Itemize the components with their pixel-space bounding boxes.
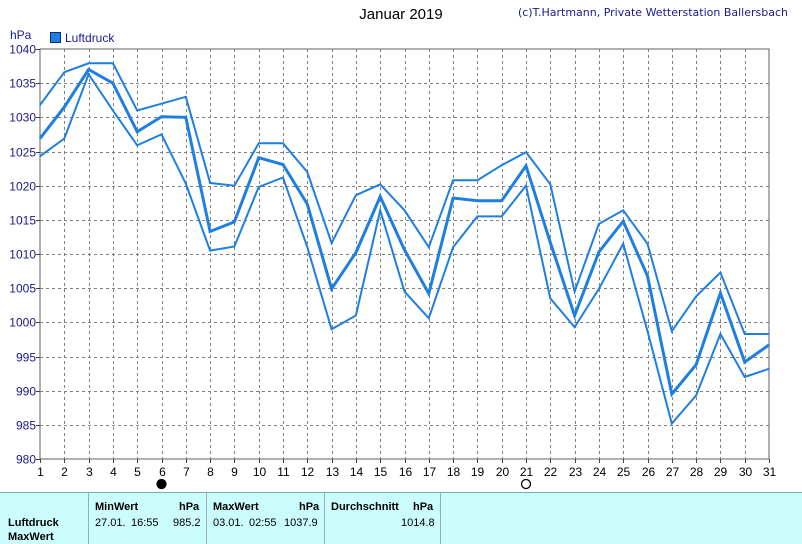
x-tick-label: 6 xyxy=(159,465,166,479)
x-tick-label: 16 xyxy=(399,465,413,479)
chart-title: Januar 2019 xyxy=(359,6,443,23)
y-tick-label: 980 xyxy=(16,453,36,467)
y-tick-label: 1005 xyxy=(9,282,36,296)
row-label: Luftdruck xyxy=(8,517,59,529)
series-line-mean xyxy=(38,67,770,398)
y-tick-label: 1040 xyxy=(9,43,36,57)
x-tick-label: 18 xyxy=(447,465,461,479)
x-tick-label: 19 xyxy=(471,465,485,479)
legend-label: Luftdruck xyxy=(65,31,115,45)
max-header: MaxWert xyxy=(213,501,259,513)
legend-swatch xyxy=(50,32,61,43)
stats-table: MinWert hPa MaxWert hPa Durchschnitt hPa… xyxy=(0,492,802,544)
max-value: 1037.9 xyxy=(284,517,318,529)
x-tick-label: 21 xyxy=(520,465,534,479)
min-time: 16:55 xyxy=(131,517,159,529)
y-axis-unit: hPa xyxy=(10,28,32,42)
y-tick-label: 1025 xyxy=(9,146,36,160)
x-tick-label: 3 xyxy=(86,465,93,479)
x-tick-label: 27 xyxy=(666,465,680,479)
series-line-min xyxy=(39,72,770,426)
new-moon-icon xyxy=(156,478,167,490)
credit-text: (c)T.Hartmann, Private Wetterstation Bal… xyxy=(517,6,788,19)
x-tick-label: 31 xyxy=(763,465,777,479)
x-tick-label: 7 xyxy=(183,465,190,479)
x-tick-label: 4 xyxy=(110,465,117,479)
x-tick-label: 17 xyxy=(423,465,437,479)
y-tick-label: 990 xyxy=(16,385,36,399)
x-tick-label: 20 xyxy=(496,465,510,479)
x-tick-label: 2 xyxy=(61,465,68,479)
x-tick-label: 23 xyxy=(569,465,583,479)
full-moon-icon xyxy=(520,478,532,490)
x-tick-label: 9 xyxy=(231,465,238,479)
x-tick-label: 29 xyxy=(714,465,728,479)
y-tick-label: 1035 xyxy=(9,77,36,91)
y-tick-label: 995 xyxy=(16,351,36,365)
legend: Luftdruck xyxy=(50,31,114,45)
min-header: MinWert xyxy=(95,501,139,513)
x-tick-label: 28 xyxy=(690,465,704,479)
x-tick-label: 26 xyxy=(642,465,656,479)
x-tick-label: 11 xyxy=(277,465,290,479)
y-tick-label: 1015 xyxy=(9,214,36,228)
avg-unit: hPa xyxy=(413,501,434,513)
y-tick-label: 985 xyxy=(16,419,36,433)
x-tick-label: 22 xyxy=(544,465,558,479)
max-time: 02:55 xyxy=(249,517,277,529)
max-unit: hPa xyxy=(299,501,320,513)
x-tick-label: 5 xyxy=(134,465,141,479)
max-date: 03.01. xyxy=(213,517,244,529)
min-value: 985.2 xyxy=(173,517,201,529)
x-tick-label: 10 xyxy=(253,465,267,479)
x-tick-label: 24 xyxy=(593,465,607,479)
x-tick-label: 8 xyxy=(207,465,214,479)
x-tick-label: 12 xyxy=(301,465,315,479)
x-tick-label: 15 xyxy=(374,465,388,479)
x-tick-label: 25 xyxy=(617,465,631,479)
x-tick-label: 14 xyxy=(350,465,364,479)
avg-value: 1014.8 xyxy=(401,517,435,529)
x-tick-label: 30 xyxy=(739,465,753,479)
min-unit: hPa xyxy=(179,501,200,513)
row2-label: MaxWert xyxy=(8,531,54,543)
y-tick-label: 1020 xyxy=(9,180,36,194)
x-tick-label: 13 xyxy=(326,465,340,479)
y-tick-label: 1030 xyxy=(9,111,36,125)
series-line-max xyxy=(39,62,769,335)
y-tick-label: 1010 xyxy=(9,248,36,262)
x-tick-label: 1 xyxy=(37,465,44,479)
min-date: 27.01. xyxy=(95,517,126,529)
pressure-chart: 9809859909951000100510101015102010251030… xyxy=(9,43,777,490)
avg-header: Durchschnitt xyxy=(331,501,399,513)
y-tick-label: 1000 xyxy=(9,316,36,330)
